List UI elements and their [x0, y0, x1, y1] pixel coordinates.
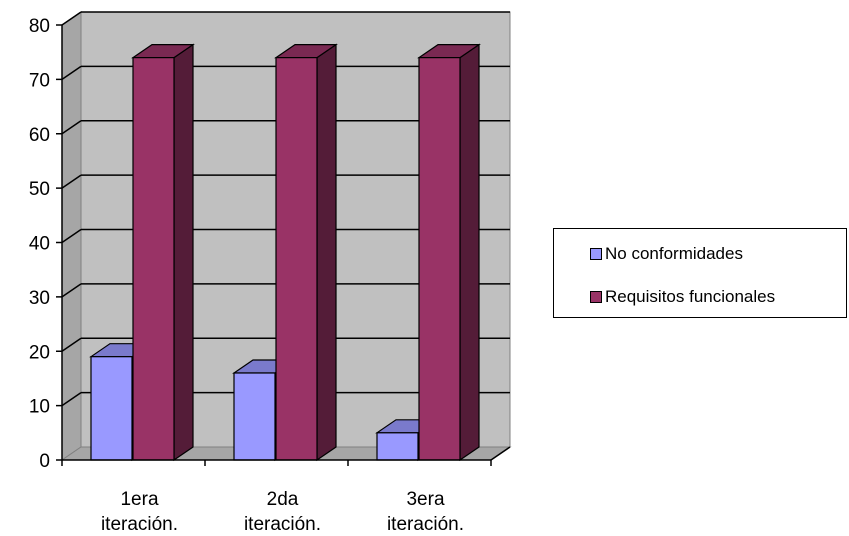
bar-no-conformidades-3-front: [376, 432, 419, 461]
gridline-side: [61, 65, 82, 80]
gridline-side: [61, 120, 82, 135]
category-label-1-line-1: 1era: [120, 489, 158, 510]
y-tick-label: 50: [29, 179, 50, 200]
bar-requisitos-funcionales-1-front: [132, 57, 175, 461]
legend-label-requisitos-funcionales: Requisitos funcionales: [605, 287, 776, 306]
category-label-3-line-2: iteración.: [387, 514, 464, 535]
y-tick-label: 20: [29, 342, 50, 363]
y-tick-label: 40: [29, 234, 50, 255]
legend: No conformidades Requisitos funcionales: [553, 228, 847, 318]
category-label-3-line-1: 3era: [406, 489, 444, 510]
legend-item-requisitos-funcionales: Requisitos funcionales: [590, 286, 775, 308]
bar-requisitos-funcionales-3-front: [418, 57, 461, 461]
y-tick-label: 80: [29, 16, 50, 37]
legend-swatch-requisitos-funcionales: [590, 291, 602, 303]
gridline-side: [61, 283, 82, 298]
gridline-side: [61, 11, 82, 26]
gridline-side: [61, 174, 82, 189]
category-label-1-line-2: iteración.: [101, 514, 178, 535]
bar-requisitos-funcionales-2-side: [316, 43, 337, 462]
y-tick-label: 60: [29, 125, 50, 146]
bar-no-conformidades-2-front: [233, 372, 276, 461]
bar-requisitos-funcionales-1-side: [173, 43, 194, 462]
bars: [89, 43, 481, 462]
y-tick-label: 70: [29, 70, 50, 91]
bar-requisitos-funcionales-3: [417, 43, 481, 462]
legend-swatch-no-conformidades: [590, 248, 602, 260]
bar-requisitos-funcionales-2: [274, 43, 338, 462]
category-labels: 1era iteración. 2da iteración. 3era iteración…: [101, 489, 464, 535]
category-label-2-line-2: iteración.: [244, 514, 321, 535]
bar-no-conformidades-1-front: [90, 356, 133, 461]
legend-label-no-conformidades: No conformidades: [605, 244, 743, 263]
y-tick-label: 0: [39, 451, 50, 472]
axes: [56, 24, 511, 466]
gridline-side: [61, 228, 82, 244]
y-tick-labels: 0 10 20 30 40 50 60 70 80: [29, 16, 50, 472]
gridline-side: [61, 392, 82, 407]
bar-requisitos-funcionales-2-front: [275, 57, 318, 461]
bar-requisitos-funcionales-1: [131, 43, 195, 462]
category-label-2-line-1: 2da: [267, 489, 299, 510]
y-tick-label: 10: [29, 397, 50, 418]
legend-item-no-conformidades: No conformidades: [590, 243, 743, 265]
x-axis-depth: [490, 446, 511, 461]
gridline-side: [61, 337, 82, 352]
bar-requisitos-funcionales-3-side: [459, 43, 480, 462]
y-tick-label: 30: [29, 288, 50, 309]
